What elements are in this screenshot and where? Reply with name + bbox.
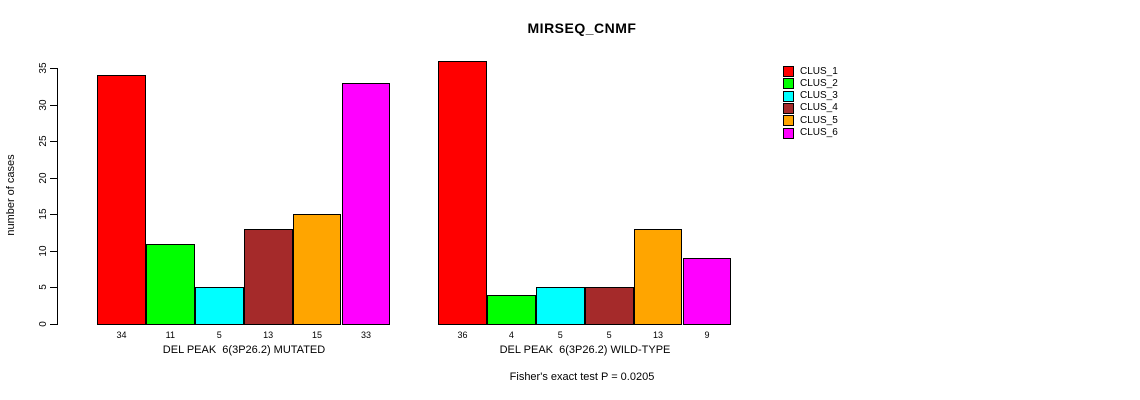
y-tick: [50, 287, 57, 289]
bar-value-label: 11: [165, 330, 175, 340]
legend-swatch-clus_1: [783, 66, 794, 77]
bar-value-label: 33: [360, 330, 371, 340]
y-tick: [50, 177, 57, 179]
x-axis-title-mutated: DEL PEAK 6(3P26.2) MUTATED: [162, 344, 326, 356]
bar-clus_3-group2: [535, 287, 585, 325]
legend-label-clus_6: CLUS_6: [800, 127, 838, 138]
bar-clus_6-group2: [682, 258, 732, 325]
legend-swatch-clus_4: [783, 102, 794, 114]
bar-clus_5-group1: [292, 214, 342, 325]
bar-value-label: 5: [557, 330, 563, 340]
bar-value-label: 36: [457, 330, 468, 340]
y-tick-label: 25: [37, 135, 49, 147]
bar-value-label: 15: [312, 330, 323, 340]
bar-clus_6-group1: [341, 82, 391, 325]
bar-value-label: 4: [508, 330, 514, 340]
y-tick: [50, 141, 57, 143]
bar-clus_2-group1: [145, 243, 195, 325]
y-tick: [50, 68, 57, 70]
x-axis-title-wild-type: DEL PEAK 6(3P26.2) WILD-TYPE: [499, 344, 671, 356]
chart-title: MIRSEQ_CNMF: [527, 20, 637, 36]
y-tick-label: 5: [37, 284, 49, 291]
legend-label-clus_2: CLUS_2: [800, 77, 838, 89]
y-tick: [50, 324, 57, 325]
y-tick-label: 35: [37, 62, 49, 74]
y-axis-title: number of cases: [5, 154, 17, 236]
y-tick-label: 0: [37, 321, 49, 327]
legend-swatch-clus_5: [783, 115, 794, 127]
bar-clus_3-group1: [194, 287, 244, 325]
bar-clus_4-group1: [243, 228, 293, 325]
bar-clus_1-group2: [438, 60, 487, 325]
bar-clus_2-group2: [486, 294, 536, 325]
y-tick-label: 15: [37, 208, 49, 220]
legend-swatch-clus_3: [783, 90, 794, 102]
legend-label-clus_1: CLUS_1: [800, 65, 838, 77]
legend-label-clus_4: CLUS_4: [800, 102, 838, 114]
bar-value-label: 9: [704, 330, 710, 340]
legend-swatch-clus_2: [783, 78, 794, 90]
bar-value-label: 13: [263, 330, 274, 340]
bar-clus_5-group2: [633, 228, 683, 325]
y-tick: [50, 214, 57, 216]
bar-clus_1-group1: [97, 75, 146, 325]
y-tick-label: 20: [37, 172, 49, 184]
bar-value-label: 5: [216, 330, 222, 340]
bar-value-label: 34: [116, 330, 127, 340]
y-tick: [50, 104, 57, 106]
bar-value-label: 5: [606, 330, 612, 340]
legend-label-clus_3: CLUS_3: [800, 90, 838, 102]
legend-swatch-clus_6: [783, 127, 794, 139]
bar-value-label: 13: [653, 330, 664, 340]
y-tick-label: 10: [37, 245, 49, 257]
fisher-test-caption: Fisher's exact test P = 0.0205: [509, 371, 655, 383]
y-tick: [50, 250, 57, 252]
legend-label-clus_5: CLUS_5: [800, 114, 838, 126]
y-axis-line: [57, 68, 58, 325]
bar-clus_4-group2: [584, 287, 634, 325]
y-tick-label: 30: [37, 99, 49, 111]
